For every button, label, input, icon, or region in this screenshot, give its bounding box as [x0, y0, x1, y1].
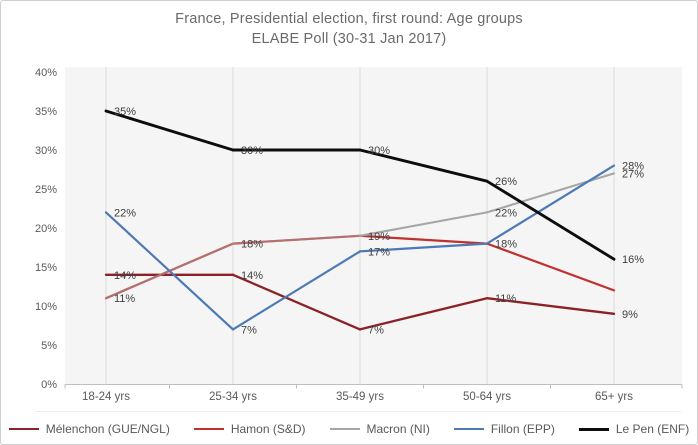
series-segment	[358, 234, 489, 245]
data-label: 9%	[622, 309, 638, 321]
data-label: 11%	[114, 293, 135, 305]
series-line-m-lenchon-gue-ngl	[104, 273, 616, 331]
y-axis-label: 40%	[35, 67, 57, 79]
legend-item-macron-ni: Macron (NI)	[329, 422, 430, 436]
series-segment	[485, 172, 616, 214]
y-axis-label: 15%	[35, 262, 57, 274]
data-label: 28%	[622, 161, 644, 173]
x-axis-ticks	[64, 384, 683, 389]
series-segment	[358, 297, 489, 331]
data-label: 14%	[114, 270, 136, 282]
data-label: 7%	[368, 324, 384, 336]
data-label: 19%	[368, 231, 390, 243]
series-segment	[485, 242, 616, 292]
data-label: 18%	[495, 239, 517, 251]
series-segment	[358, 242, 489, 253]
series-segment	[104, 109, 235, 152]
legend-swatch	[578, 427, 609, 431]
x-axis-label: 50-64 yrs	[463, 391, 511, 403]
chart-title: France, Presidential election, first rou…	[1, 9, 697, 49]
series-segment	[231, 273, 362, 331]
data-labels-m-lenchon-gue-ngl: 14% 14% 7% 11% 9%	[114, 270, 638, 337]
series-segment	[231, 250, 362, 331]
y-axis-label: 20%	[35, 223, 57, 235]
data-label: 27%	[622, 168, 644, 180]
y-axis-labels: 0% 5% 10% 15% 20% 25% 30% 35% 40%	[35, 67, 57, 391]
series-segment	[485, 164, 616, 245]
data-labels-macron-ni: 11% 18% 19% 22% 27%	[114, 168, 644, 305]
data-label: 17%	[368, 246, 390, 258]
data-label: 26%	[495, 176, 517, 188]
x-axis-label: 65+ yrs	[595, 391, 633, 403]
plot-area	[65, 67, 682, 384]
data-labels-le-pen-enf: 35% 30% 30% 26% 16%	[114, 106, 644, 266]
legend-swatch	[453, 428, 484, 430]
legend-item-fillon-epp: Fillon (EPP)	[453, 422, 555, 436]
data-label: 11%	[495, 293, 516, 305]
y-axis-label: 5%	[41, 340, 57, 352]
legend-label: Mélenchon (GUE/NGL)	[45, 422, 170, 436]
legend-item-hamon-s-d: Hamon (S&D)	[193, 422, 306, 436]
y-axis-label: 25%	[35, 184, 57, 196]
series-line-le-pen-enf	[104, 109, 616, 261]
x-axis-label: 35-49 yrs	[336, 391, 384, 403]
data-label: 22%	[114, 207, 136, 219]
data-label: 30%	[368, 145, 390, 157]
legend-swatch	[329, 428, 360, 430]
series-segment	[358, 211, 489, 237]
data-labels-fillon-epp: 22% 7% 17% 18% 28%	[114, 161, 644, 337]
legend-label: Macron (NI)	[366, 422, 430, 436]
legend-swatch	[8, 428, 39, 430]
y-axis-label: 35%	[35, 106, 57, 118]
legend-label: Le Pen (ENF)	[615, 422, 690, 436]
series-segment	[485, 179, 616, 261]
chart-title-line1: France, Presidential election, first rou…	[175, 11, 523, 27]
gridlines	[105, 67, 615, 384]
data-label: 30%	[241, 145, 263, 157]
legend-item-le-pen-enf: Le Pen (ENF)	[578, 422, 690, 436]
y-axis-label: 0%	[41, 379, 57, 391]
legend-divider	[35, 411, 681, 412]
data-label: 35%	[114, 106, 136, 118]
x-axis-label: 25-34 yrs	[209, 391, 257, 403]
data-label: 7%	[241, 324, 257, 336]
legend-item-m-lenchon-gue-ngl: Mélenchon (GUE/NGL)	[8, 422, 170, 436]
data-label: 14%	[241, 270, 263, 282]
legend-label: Hamon (S&D)	[230, 422, 306, 436]
data-label: 18%	[241, 239, 263, 251]
x-axis-label: 18-24 yrs	[82, 391, 130, 403]
x-axis-labels: 18-24 yrs 25-34 yrs 35-49 yrs 50-64 yrs 65+ …	[82, 391, 633, 403]
series-segment	[485, 297, 616, 315]
data-label: 16%	[622, 254, 644, 266]
y-axis-label: 30%	[35, 145, 57, 157]
series-segment	[358, 148, 489, 183]
series-segment	[104, 211, 235, 331]
chart-legend: Mélenchon (GUE/NGL) Hamon (S&D) Macron (NI…	[1, 416, 697, 442]
series-line-fillon-epp	[104, 164, 616, 331]
y-axis-label: 10%	[35, 301, 57, 313]
series-segment	[231, 234, 362, 245]
chart-title-line2: ELABE Poll (30-31 Jan 2017)	[251, 31, 447, 47]
legend-swatch	[193, 428, 224, 430]
legend-label: Fillon (EPP)	[490, 422, 555, 436]
data-label: 22%	[495, 207, 517, 219]
